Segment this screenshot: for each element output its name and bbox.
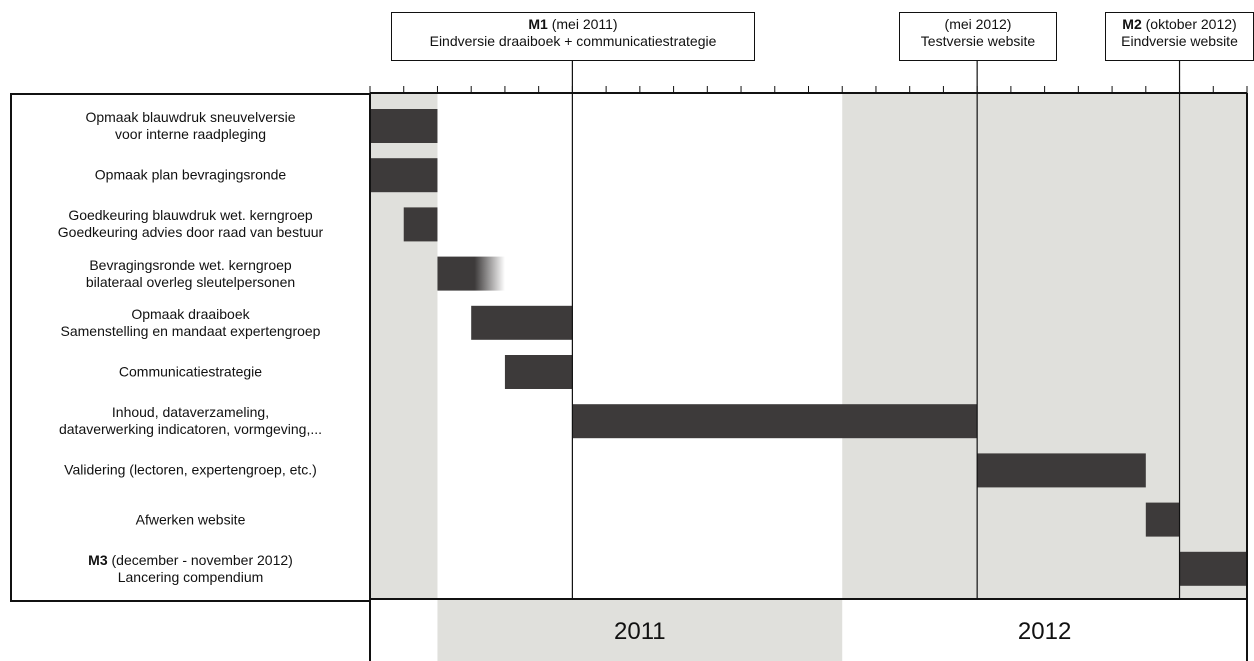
task-label-line: Opmaak plan bevragingsronde <box>94 166 287 183</box>
milestone-box: M1 (mei 2011) Eindversie draaiboek + comm… <box>391 12 755 61</box>
task-label-line: Validering (lectoren, expertengroep, etc… <box>64 461 317 478</box>
task-label-panel: Opmaak blauwdruk sneuvelversie voor inter… <box>10 93 371 602</box>
year-label: 2011 <box>614 618 666 645</box>
milestone-description: Eindversie draaiboek + communicatiestrat… <box>429 33 717 49</box>
task-label-line: M3 (december - november 2012) <box>88 551 293 568</box>
task-label-line: Communicatiestrategie <box>118 363 263 380</box>
task-label: Inhoud, dataverzameling, dataverwerking i… <box>12 404 369 438</box>
task-label: Opmaak blauwdruk sneuvelversie voor inter… <box>12 109 369 143</box>
milestone-box: M2 (oktober 2012) Eindversie website <box>1105 12 1254 61</box>
task-label-line: Afwerken website <box>135 511 246 528</box>
task-label-line: bilateraal overleg sleutelpersonen <box>85 273 296 290</box>
task-label-line: dataverwerking indicatoren, vormgeving,.… <box>58 421 323 438</box>
task-label-line: Bevragingsronde wet. kerngroep <box>89 256 292 273</box>
task-bar <box>977 453 1146 488</box>
milestone-title: M2 (oktober 2012) <box>1122 16 1237 32</box>
task-label: Opmaak plan bevragingsronde <box>12 167 369 184</box>
task-bar <box>1179 551 1247 586</box>
milestone-title: (mei 2012) <box>944 16 1012 32</box>
task-label: Afwerken website <box>12 511 369 528</box>
task-bar <box>572 404 978 439</box>
task-label-line: Lancering compendium <box>117 568 264 585</box>
year-label: 2012 <box>1017 618 1072 645</box>
task-label: Opmaak draaiboek Samenstelling en mandaat… <box>12 306 369 340</box>
task-bar <box>1145 502 1180 537</box>
task-label-line: voor interne raadpleging <box>115 126 266 142</box>
task-label: Communicatiestrategie <box>12 364 369 381</box>
task-label-line: Samenstelling en mandaat expertengroep <box>60 322 321 339</box>
task-label: M3 (december - november 2012) Lancering c… <box>12 552 369 586</box>
task-label-line: Opmaak blauwdruk sneuvelversie <box>85 109 296 125</box>
milestone-description: Testversie website <box>920 33 1036 49</box>
task-bar <box>403 207 438 242</box>
task-bar <box>504 355 573 389</box>
task-bar <box>437 256 505 291</box>
task-label: Bevragingsronde wet. kerngroep bilateraal… <box>12 257 369 291</box>
milestone-description: Eindversie website <box>1121 33 1238 49</box>
task-label-line: Opmaak draaiboek <box>131 305 250 322</box>
task-label-line: Goedkeuring advies door raad van bestuur <box>57 224 324 241</box>
task-bar <box>370 109 438 143</box>
task-label-line: Goedkeuring blauwdruk wet. kerngroep <box>68 207 313 224</box>
task-bar <box>370 158 438 193</box>
milestone-title: M1 (mei 2011) <box>528 16 618 32</box>
task-label: Goedkeuring blauwdruk wet. kerngroep Goed… <box>12 207 369 241</box>
task-label: Validering (lectoren, expertengroep, etc… <box>12 462 369 479</box>
task-label-line: Inhoud, dataverzameling, <box>111 404 270 421</box>
year-band-2011 <box>437 599 843 661</box>
milestone-box: (mei 2012) Testversie website <box>899 12 1057 61</box>
task-bar <box>471 305 573 340</box>
shade-region-2012 <box>842 93 1247 599</box>
